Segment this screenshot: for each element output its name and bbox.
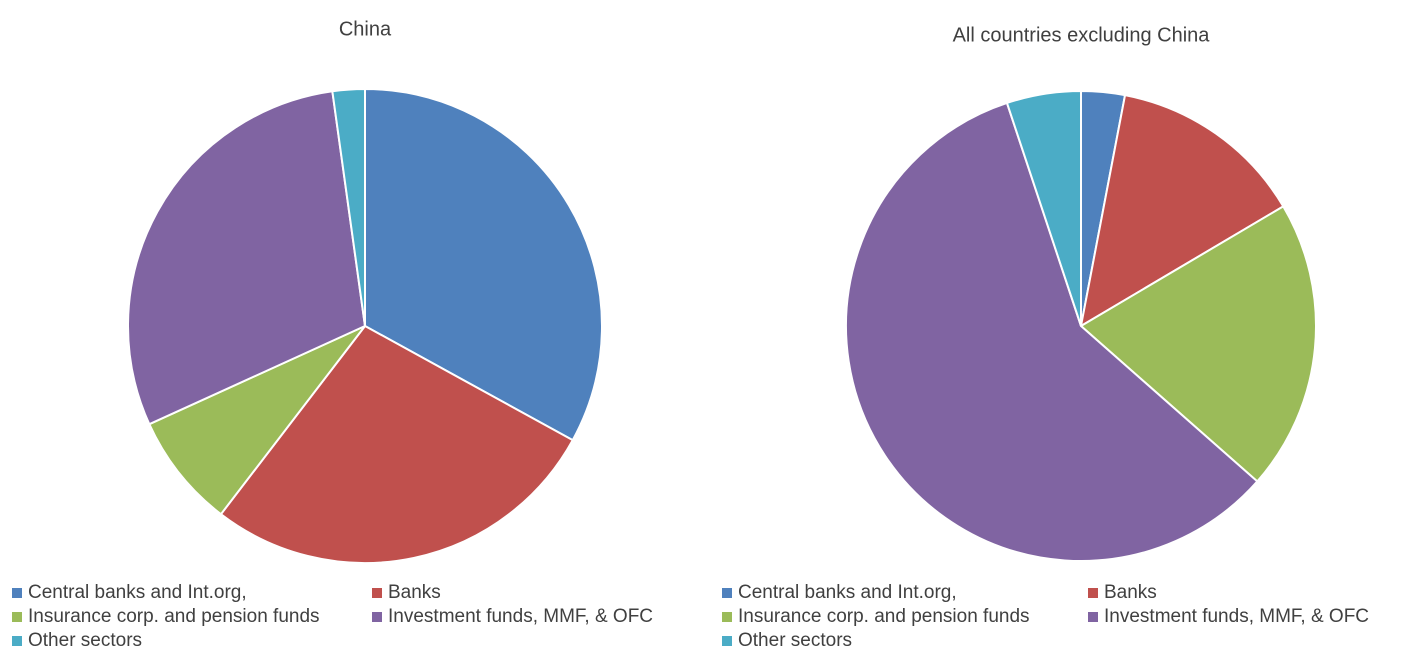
chart-title: All countries excluding China (953, 24, 1211, 46)
legend-swatch (722, 612, 732, 622)
legend-label: Other sectors (28, 630, 142, 651)
legend-label: Central banks and Int.org, (738, 582, 957, 603)
legend-label: Banks (1104, 582, 1157, 603)
legend-swatch (372, 588, 382, 598)
legend-label: Insurance corp. and pension funds (738, 606, 1030, 627)
legend-swatch (722, 588, 732, 598)
legend-label: Central banks and Int.org, (28, 582, 247, 603)
legend-swatch (722, 636, 732, 646)
legend-label: Banks (388, 582, 441, 603)
legend-label: Insurance corp. and pension funds (28, 606, 320, 627)
pie-slice (1079, 205, 1317, 483)
pie-slice (147, 325, 366, 516)
pie-slice (127, 90, 367, 426)
chart-title: China (339, 18, 392, 40)
legend-label: Investment funds, MMF, & OFC (1104, 606, 1369, 627)
pie-slice (845, 101, 1259, 562)
pie-slice (219, 324, 575, 564)
legend-label: Other sectors (738, 630, 852, 651)
pie-slice (1005, 89, 1082, 327)
legend-swatch (372, 612, 382, 622)
legend-swatch (12, 612, 22, 622)
pie-slice (331, 87, 366, 327)
legend-label: Investment funds, MMF, & OFC (388, 606, 653, 627)
legend-swatch (1088, 588, 1098, 598)
legend-swatch (12, 636, 22, 646)
pie-slice (1079, 93, 1285, 328)
pie-slice (364, 87, 603, 442)
legend-swatch (12, 588, 22, 598)
legend-swatch (1088, 612, 1098, 622)
